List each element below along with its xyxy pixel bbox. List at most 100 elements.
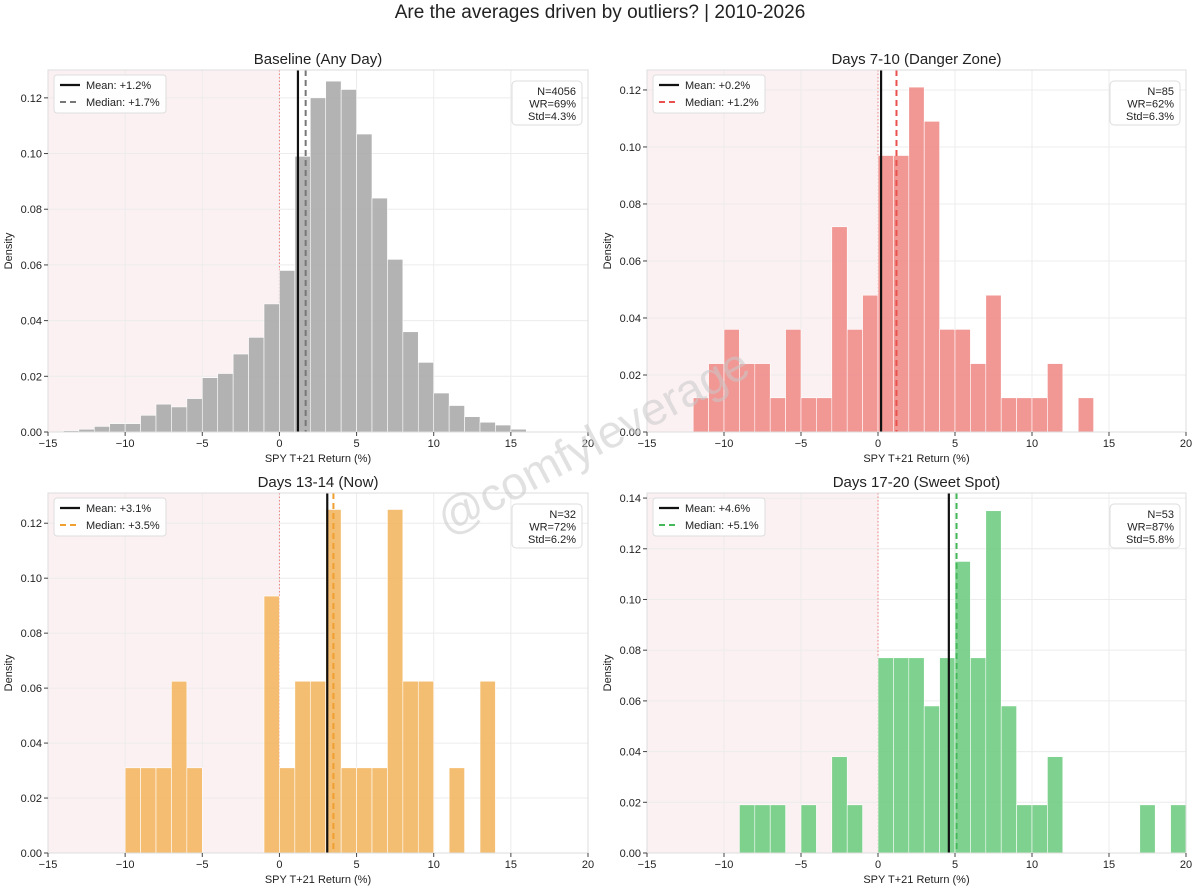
x-tick-label: −10 — [116, 438, 135, 450]
y-axis-label: Density — [602, 654, 614, 691]
stat-line: Std=6.3% — [1126, 111, 1174, 123]
x-tick-label: −15 — [638, 859, 657, 871]
y-tick-label: 0.06 — [620, 696, 641, 708]
stats-box-frame — [1109, 503, 1181, 549]
x-tick-label: 15 — [1103, 438, 1115, 450]
legend-box — [652, 74, 766, 114]
y-axis-label: Density — [602, 232, 614, 269]
stat-line: N=85 — [1147, 86, 1174, 98]
histogram-bar — [387, 509, 404, 854]
y-tick-label: 0.06 — [21, 260, 42, 272]
histogram-bar — [124, 423, 141, 433]
histogram-bar — [340, 767, 357, 854]
histogram-bar — [923, 705, 940, 854]
histogram-bar — [1047, 756, 1064, 854]
x-tick-label: −5 — [196, 438, 209, 450]
histogram-bar — [140, 767, 157, 854]
y-tick-label: 0.04 — [21, 316, 42, 328]
histogram-bar — [433, 392, 450, 433]
panels: −15 −10 −5 0 5 10 15 20 0.00 0.02 0.04 0.06 0.08 0.10… — [3, 51, 1192, 886]
x-tick-label: −10 — [715, 859, 734, 871]
legend: Mean: +0.2% Median: +1.2% — [652, 74, 766, 114]
y-tick-label: 0.14 — [620, 493, 641, 505]
histogram-bar — [769, 804, 786, 854]
histogram-bar — [201, 377, 219, 433]
y-tick-label: 0.04 — [620, 313, 641, 325]
histogram-bar — [1077, 397, 1094, 433]
legend: Mean: +3.1% Median: +3.5% — [53, 497, 167, 537]
histogram-bar — [448, 767, 465, 854]
stat-line: N=32 — [549, 509, 576, 521]
histogram-bar — [309, 97, 327, 433]
x-tick-label: 0 — [875, 859, 881, 871]
histogram-bar — [800, 397, 817, 433]
x-tick-label: 20 — [1180, 438, 1192, 450]
x-tick-label: −15 — [39, 438, 58, 450]
chart-panel-1: −15 −10 −5 0 5 10 15 20 0.00 0.02 0.04 0.06 0.08 0.10… — [3, 51, 594, 465]
histogram-bar — [923, 121, 940, 433]
histogram-bar — [1170, 804, 1187, 854]
y-tick-label: 0.10 — [620, 594, 641, 606]
panel-title: Days 7-10 (Danger Zone) — [831, 51, 1001, 68]
x-tick-label: 15 — [505, 859, 517, 871]
histogram-bar — [785, 329, 802, 433]
histogram-bar — [831, 226, 848, 433]
y-tick-label: 0.10 — [21, 149, 42, 161]
histogram-bar — [939, 329, 956, 433]
histogram-bar — [356, 133, 373, 433]
x-tick-label: 10 — [1026, 859, 1038, 871]
x-tick-label: 5 — [952, 438, 958, 450]
stat-line: WR=69% — [529, 99, 576, 111]
y-tick-label: 0.00 — [21, 848, 42, 860]
x-tick-label: 5 — [952, 859, 958, 871]
histogram-bar — [417, 362, 435, 433]
histogram-bar — [309, 680, 327, 854]
histogram-bar — [495, 424, 512, 433]
histogram-bar — [985, 294, 1002, 433]
histogram-bar — [371, 197, 388, 433]
chart-panel-3: −15 −10 −5 0 5 10 15 20 0.00 0.02 0.04 0.06 0.08 0.10… — [3, 474, 594, 886]
histogram-bar — [970, 363, 987, 433]
y-tick-label: 0.06 — [21, 683, 42, 695]
histogram-bar — [1139, 804, 1156, 854]
x-tick-label: 15 — [1103, 859, 1115, 871]
legend: Mean: +1.2% Median: +1.7% — [53, 74, 167, 114]
histogram-bar — [908, 86, 925, 433]
stats-box-frame — [511, 503, 583, 549]
histogram-bar — [248, 337, 265, 433]
x-tick-label: 0 — [875, 438, 881, 450]
histogram-bar — [479, 421, 496, 433]
histogram-bar — [1031, 804, 1048, 854]
y-tick-label: 0.08 — [620, 199, 641, 211]
histogram-bar — [954, 329, 971, 433]
histogram-bar — [862, 294, 879, 433]
x-tick-label: −5 — [196, 859, 209, 871]
y-tick-label: 0.12 — [620, 85, 641, 97]
y-tick-label: 0.04 — [620, 747, 641, 759]
histogram-bar — [754, 804, 771, 854]
legend-box — [652, 497, 766, 537]
stats-box-frame — [511, 80, 583, 126]
x-tick-label: 10 — [428, 438, 440, 450]
y-tick-label: 0.10 — [21, 573, 42, 585]
histogram-bar — [387, 259, 404, 433]
histogram-bar — [356, 767, 373, 854]
x-axis-label: SPY T+21 Return (%) — [265, 453, 371, 465]
x-tick-label: 10 — [1026, 438, 1038, 450]
histogram-bar — [140, 414, 157, 433]
x-tick-label: 20 — [1180, 859, 1192, 871]
legend-box — [53, 497, 167, 537]
histogram-bar — [464, 416, 481, 433]
histogram-bar — [754, 363, 771, 433]
histogram-bar — [893, 657, 910, 854]
y-tick-label: 0.12 — [620, 544, 641, 556]
histogram-bar — [109, 423, 126, 433]
figure-title: Are the averages driven by outliers? | 2… — [395, 2, 806, 23]
legend-entry: Median: +3.5% — [86, 520, 160, 532]
histogram-bar — [124, 767, 141, 854]
histogram-bar — [263, 303, 280, 433]
x-tick-label: 20 — [582, 438, 594, 450]
x-axis-label: SPY T+21 Return (%) — [265, 874, 371, 886]
histogram-bar — [217, 373, 234, 433]
x-tick-label: −15 — [39, 859, 58, 871]
